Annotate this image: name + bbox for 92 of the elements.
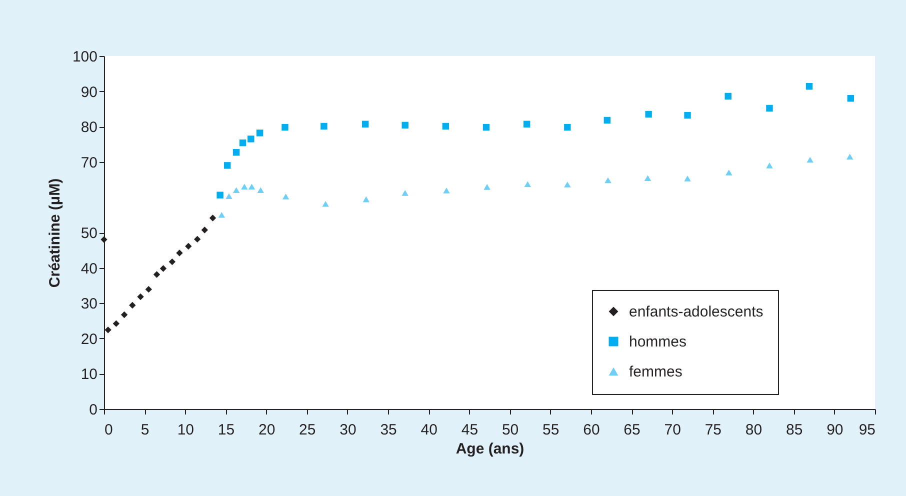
point [224, 162, 231, 169]
point [724, 92, 732, 100]
point [806, 83, 813, 90]
point [320, 122, 328, 130]
x-tick-label: 10 [177, 422, 194, 438]
legend-label: femmes [629, 364, 682, 380]
point [806, 156, 814, 163]
point [766, 104, 773, 112]
x-tick-label: 15 [218, 422, 235, 438]
legend-label: hommes [629, 334, 687, 350]
y-tick-label: 0 [89, 402, 98, 418]
point [218, 212, 226, 218]
x-tick-label: 45 [461, 422, 478, 438]
point [137, 293, 144, 300]
y-tick-label: 90 [80, 84, 98, 101]
point [153, 271, 160, 278]
x-tick-label: 40 [420, 422, 438, 438]
x-tick-label: 85 [786, 422, 803, 438]
point [232, 187, 240, 194]
point [847, 95, 854, 102]
point [120, 311, 128, 318]
point [239, 139, 246, 146]
point [185, 242, 192, 250]
point [248, 136, 254, 142]
point [194, 236, 201, 243]
x-tick-label: 35 [380, 422, 397, 438]
y-tick-label: 40 [80, 260, 98, 278]
y-axis-title: Créatinine (μM) [46, 178, 64, 288]
x-axis-title: Age (ans) [456, 440, 524, 458]
point [322, 201, 329, 207]
x-tick-label: 70 [664, 422, 681, 438]
point [604, 177, 612, 184]
point [176, 250, 183, 256]
x-tick-label: 50 [502, 422, 519, 438]
point [232, 149, 240, 156]
point [644, 175, 652, 182]
point [129, 302, 136, 309]
point [112, 320, 120, 327]
point [402, 190, 408, 196]
y-tick-label: 10 [80, 366, 98, 384]
y-tick-label: 70 [80, 154, 98, 172]
point [226, 193, 232, 200]
point [216, 192, 224, 198]
y-tick-label: 100 [72, 48, 98, 66]
point [442, 122, 450, 130]
point [846, 154, 854, 160]
point [482, 124, 490, 131]
point [201, 226, 208, 234]
y-tick-label: 50 [80, 225, 98, 242]
x-tick-label: 60 [583, 422, 600, 438]
point [684, 176, 691, 182]
point [104, 326, 112, 334]
point [282, 124, 288, 131]
x-tick-label: 25 [299, 422, 316, 438]
x-tick-label: 30 [340, 422, 356, 438]
point [443, 188, 450, 194]
point [684, 112, 691, 119]
x-tick-label: 0 [104, 422, 113, 438]
point [484, 184, 490, 190]
point [524, 181, 531, 188]
x-tick-label: 5 [140, 422, 150, 438]
point [241, 184, 248, 190]
point [256, 130, 264, 136]
point [100, 236, 108, 243]
point [645, 110, 652, 118]
y-tick-label: 30 [80, 296, 98, 313]
point [160, 265, 167, 272]
point [402, 122, 408, 129]
x-tick-label: 65 [624, 422, 640, 438]
x-tick-label: 20 [258, 422, 276, 438]
x-tick-label: 90 [826, 422, 844, 438]
point [282, 194, 290, 200]
x-tick-label: 55 [542, 422, 560, 438]
point [209, 214, 216, 222]
point [362, 196, 370, 202]
x-tick-label: 95 [858, 422, 876, 438]
x-tick-label: 80 [745, 422, 762, 438]
y-tick-label: 20 [80, 330, 98, 348]
point [564, 124, 571, 131]
point [564, 182, 571, 188]
point [145, 286, 152, 293]
point [362, 120, 369, 128]
point [604, 116, 611, 124]
legend-label: enfants-adolescents [629, 304, 764, 320]
point [168, 258, 176, 266]
point [257, 187, 264, 194]
point [766, 162, 773, 168]
y-tick-label: 80 [80, 119, 98, 136]
x-tick-label: 75 [704, 422, 722, 438]
point [248, 184, 256, 190]
point [523, 120, 530, 128]
point [726, 170, 732, 176]
